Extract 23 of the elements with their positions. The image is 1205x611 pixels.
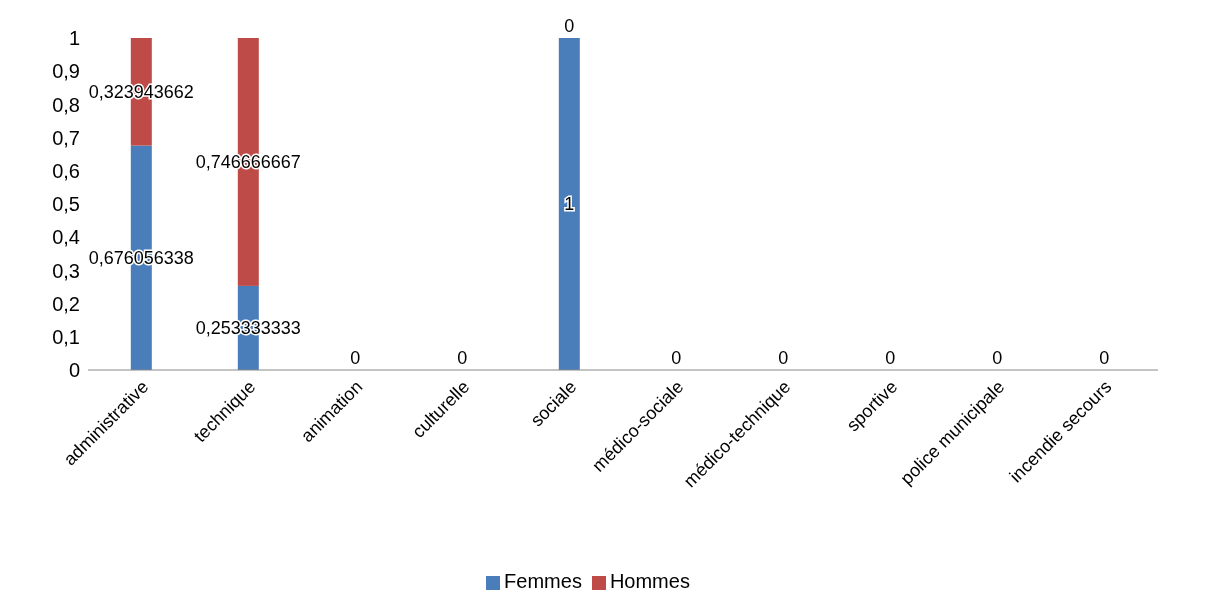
data-label: 0 <box>1099 348 1110 368</box>
y-tick-label: 0,2 <box>52 292 80 315</box>
y-tick-label: 0,4 <box>52 226 80 249</box>
bar <box>558 38 580 370</box>
data-label: 1 <box>564 194 575 214</box>
data-label: 0 <box>778 348 789 368</box>
y-tick-label: 0 <box>68 359 80 382</box>
y-tick-label: 0,6 <box>52 159 80 182</box>
y-tick-label: 0,5 <box>52 193 80 216</box>
y-tick-label: 0,9 <box>52 60 80 83</box>
legend-label: Hommes <box>609 570 690 592</box>
y-tick-label: 0,3 <box>52 259 80 282</box>
data-label: 0 <box>671 348 682 368</box>
data-label: 0 <box>564 16 575 36</box>
y-tick-label: 0,1 <box>52 325 80 348</box>
legend-label: Femmes <box>504 570 582 592</box>
data-label: 0 <box>885 348 896 368</box>
data-label: 0 <box>350 348 361 368</box>
y-tick-label: 1 <box>68 27 80 50</box>
y-tick-label: 0,8 <box>52 93 80 116</box>
y-tick-label: 0,7 <box>52 126 80 149</box>
data-label: 0 <box>457 348 468 368</box>
data-label: 0 <box>992 348 1003 368</box>
